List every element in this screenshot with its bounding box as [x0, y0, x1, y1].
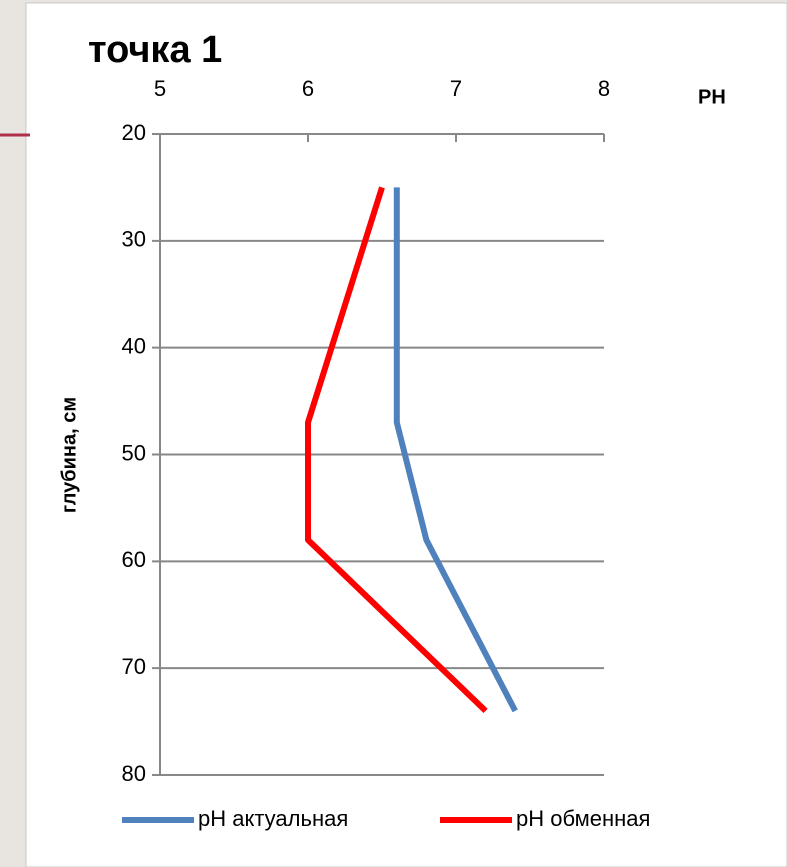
legend-label: pH актуальная — [198, 806, 348, 831]
y-tick-label: 50 — [122, 440, 146, 465]
y-tick-label: 80 — [122, 761, 146, 786]
x-axis-label: PH — [698, 86, 726, 108]
x-tick-label: 7 — [450, 76, 462, 101]
x-tick-label: 6 — [302, 76, 314, 101]
y-tick-label: 60 — [122, 547, 146, 572]
data-line — [305, 186, 488, 714]
y-tick-label: 30 — [122, 227, 146, 252]
panel — [25, 2, 787, 867]
legend-label: pH обменная — [516, 806, 650, 831]
x-tick-label: 5 — [154, 76, 166, 101]
y-tick-label: 40 — [122, 333, 146, 358]
y-tick-label: 20 — [122, 120, 146, 145]
y-axis-label: глубина, см — [58, 397, 80, 513]
chart-title: точка 1 — [88, 29, 222, 71]
data-line — [393, 187, 518, 713]
x-tick-label: 8 — [598, 76, 610, 101]
y-tick-label: 70 — [122, 654, 146, 679]
